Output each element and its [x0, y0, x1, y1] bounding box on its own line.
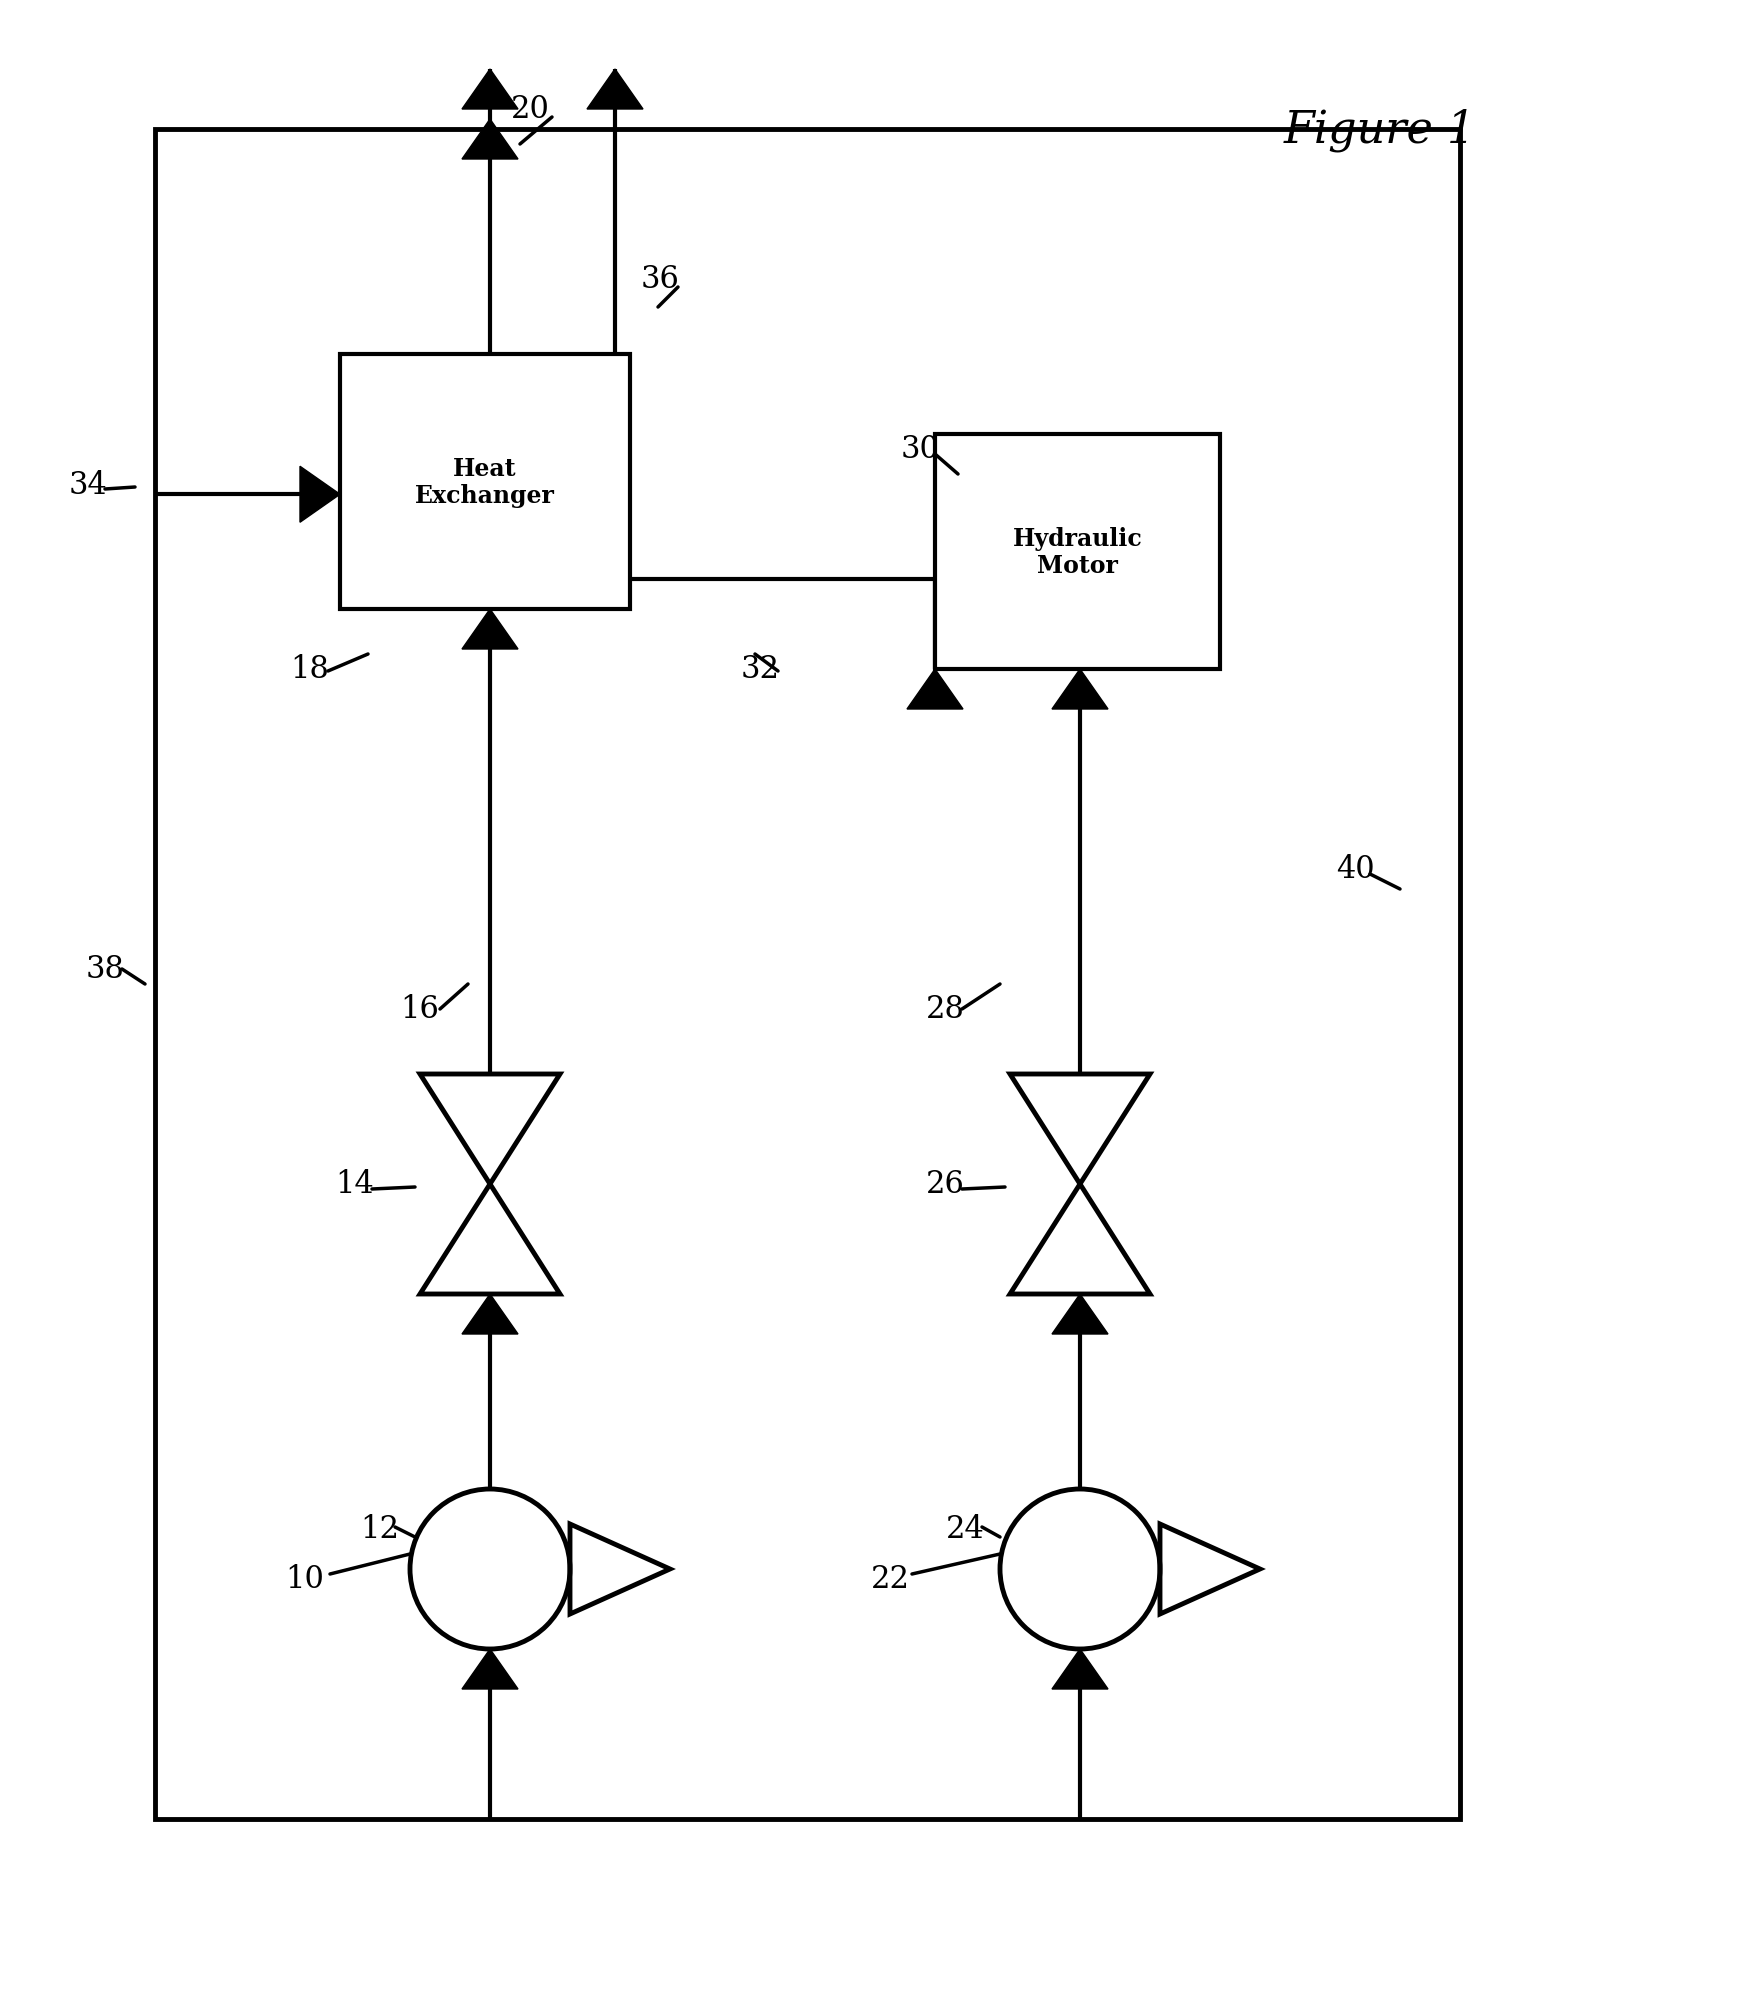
Polygon shape [906, 670, 962, 710]
Bar [340, 355, 629, 610]
Text: 38: 38 [86, 953, 124, 985]
Polygon shape [1052, 1650, 1108, 1690]
Text: 34: 34 [68, 470, 107, 500]
Polygon shape [463, 1650, 517, 1690]
Text: 26: 26 [926, 1168, 964, 1200]
Polygon shape [463, 70, 517, 110]
Text: 30: 30 [901, 434, 940, 466]
Bar [154, 130, 1460, 1818]
Text: Hydraulic
Motor: Hydraulic Motor [1013, 526, 1143, 578]
Polygon shape [463, 120, 517, 161]
Text: Figure 1: Figure 1 [1283, 108, 1476, 153]
Text: 40: 40 [1336, 855, 1374, 885]
Text: 32: 32 [740, 654, 780, 684]
Polygon shape [1052, 670, 1108, 710]
Text: Heat
Exchanger: Heat Exchanger [415, 456, 556, 508]
Text: 10: 10 [286, 1563, 324, 1596]
Polygon shape [463, 610, 517, 650]
Text: 12: 12 [361, 1513, 400, 1545]
Text: 14: 14 [335, 1168, 375, 1200]
Text: 18: 18 [291, 654, 330, 684]
Text: 20: 20 [510, 94, 549, 124]
Polygon shape [1052, 1295, 1108, 1335]
Polygon shape [463, 1295, 517, 1335]
Polygon shape [300, 468, 340, 524]
Bar [934, 436, 1220, 670]
Text: 22: 22 [871, 1563, 910, 1596]
Polygon shape [587, 70, 643, 110]
Text: 28: 28 [926, 993, 964, 1026]
Text: 16: 16 [401, 993, 440, 1026]
Text: 36: 36 [640, 265, 680, 295]
Text: 24: 24 [945, 1513, 985, 1545]
